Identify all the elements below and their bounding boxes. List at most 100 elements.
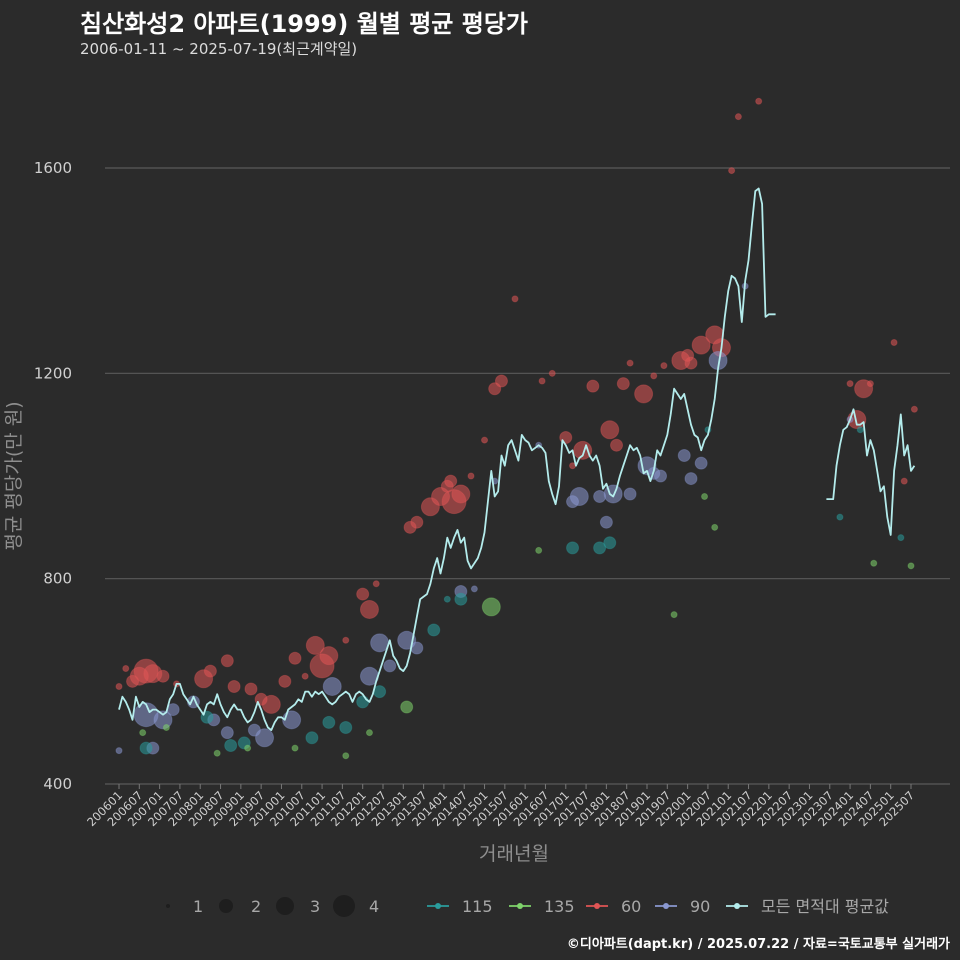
point-60 bbox=[203, 664, 217, 678]
point-60 bbox=[755, 97, 763, 105]
point-135 bbox=[670, 611, 678, 619]
y-tick-label: 800 bbox=[43, 570, 72, 588]
point-115 bbox=[427, 623, 441, 637]
source-caption: ©디아파트(dapt.kr) / 2025.07.22 / 자료=국토교통부 실… bbox=[566, 937, 950, 952]
point-115 bbox=[566, 541, 580, 555]
point-115 bbox=[603, 536, 617, 550]
x-axis-ticks: 2006012006072007012007072008012008072009… bbox=[84, 784, 917, 829]
point-60 bbox=[846, 380, 854, 388]
point-60 bbox=[626, 359, 634, 367]
average-line-layer bbox=[118, 187, 916, 731]
point-115 bbox=[339, 721, 353, 735]
point-115 bbox=[443, 595, 451, 603]
point-60 bbox=[261, 694, 281, 714]
point-60 bbox=[900, 477, 908, 485]
legend-size-label: 4 bbox=[369, 897, 379, 916]
point-60 bbox=[451, 484, 471, 504]
point-115 bbox=[322, 715, 336, 729]
point-60 bbox=[600, 420, 620, 440]
point-60 bbox=[319, 646, 339, 666]
point-60 bbox=[734, 113, 742, 121]
point-60 bbox=[372, 580, 380, 588]
point-90 bbox=[623, 487, 637, 501]
point-60 bbox=[227, 679, 241, 693]
point-90 bbox=[383, 659, 397, 673]
point-60 bbox=[342, 636, 350, 644]
point-90 bbox=[322, 676, 342, 696]
point-135 bbox=[139, 729, 147, 737]
chart-title: 침산화성2 아파트(1999) 월별 평균 평당가 bbox=[80, 10, 528, 38]
point-115 bbox=[224, 739, 238, 752]
point-90 bbox=[220, 726, 234, 740]
point-60 bbox=[728, 167, 736, 175]
point-60 bbox=[610, 438, 624, 452]
point-115 bbox=[856, 426, 864, 434]
point-90 bbox=[677, 448, 691, 462]
point-60 bbox=[305, 635, 325, 655]
point-115 bbox=[139, 741, 153, 755]
point-135 bbox=[213, 749, 221, 757]
average-line bbox=[118, 187, 776, 731]
point-60 bbox=[356, 587, 370, 601]
point-60 bbox=[866, 380, 874, 388]
point-60 bbox=[890, 339, 898, 347]
legend-point-swatch bbox=[517, 903, 523, 909]
point-115 bbox=[356, 695, 370, 709]
point-135 bbox=[870, 559, 878, 567]
point-60 bbox=[410, 515, 424, 529]
point-60 bbox=[481, 436, 489, 444]
legend-size-marker bbox=[166, 904, 170, 908]
point-60 bbox=[122, 665, 130, 672]
y-tick-label: 1200 bbox=[34, 364, 72, 382]
point-90 bbox=[569, 487, 589, 507]
point-60 bbox=[634, 384, 654, 404]
legend-size-label: 2 bbox=[251, 897, 261, 916]
point-135 bbox=[481, 597, 501, 617]
point-90 bbox=[470, 585, 478, 593]
point-60 bbox=[691, 335, 711, 355]
average-line bbox=[826, 408, 916, 536]
point-60 bbox=[548, 369, 556, 377]
point-60 bbox=[156, 669, 170, 683]
point-135 bbox=[244, 744, 252, 752]
point-90 bbox=[694, 456, 708, 470]
point-60 bbox=[910, 405, 918, 413]
point-60 bbox=[115, 682, 123, 690]
point-60 bbox=[684, 356, 698, 370]
point-135 bbox=[535, 546, 543, 554]
y-tick-label: 1600 bbox=[34, 159, 72, 177]
point-135 bbox=[701, 493, 709, 501]
point-115 bbox=[836, 513, 844, 521]
legend: 1 2 3 4 115 135 60 90 모든 면적대 평균값 bbox=[166, 895, 889, 917]
point-135 bbox=[365, 729, 373, 737]
legend-size-label: 1 bbox=[193, 897, 203, 916]
point-135 bbox=[711, 523, 719, 531]
point-90 bbox=[255, 728, 275, 748]
legend-size-label: 3 bbox=[310, 897, 320, 916]
point-60 bbox=[278, 674, 292, 688]
point-60 bbox=[244, 682, 258, 696]
point-60 bbox=[467, 472, 475, 480]
scatter-points bbox=[115, 97, 918, 760]
legend-size-marker bbox=[276, 897, 294, 915]
chart-subtitle: 2006-01-11 ~ 2025-07-19(최근계약일) bbox=[80, 40, 358, 58]
point-115 bbox=[305, 731, 319, 745]
point-90 bbox=[599, 515, 613, 529]
point-115 bbox=[454, 592, 468, 606]
point-90 bbox=[654, 469, 668, 483]
point-135 bbox=[400, 700, 414, 714]
legend-size-marker bbox=[333, 895, 355, 917]
legend-series-label: 60 bbox=[621, 897, 641, 916]
point-60 bbox=[301, 672, 309, 680]
legend-size-marker bbox=[219, 899, 233, 913]
legend-series-label: 115 bbox=[462, 897, 493, 916]
point-60 bbox=[488, 382, 502, 396]
legend-point-swatch bbox=[663, 903, 669, 909]
point-90 bbox=[684, 472, 698, 486]
point-115 bbox=[897, 534, 905, 542]
legend-series-label: 90 bbox=[690, 897, 710, 916]
point-135 bbox=[291, 744, 299, 752]
point-60 bbox=[494, 374, 508, 388]
y-axis-ticks: 400 800 1200 1600 bbox=[34, 159, 72, 793]
